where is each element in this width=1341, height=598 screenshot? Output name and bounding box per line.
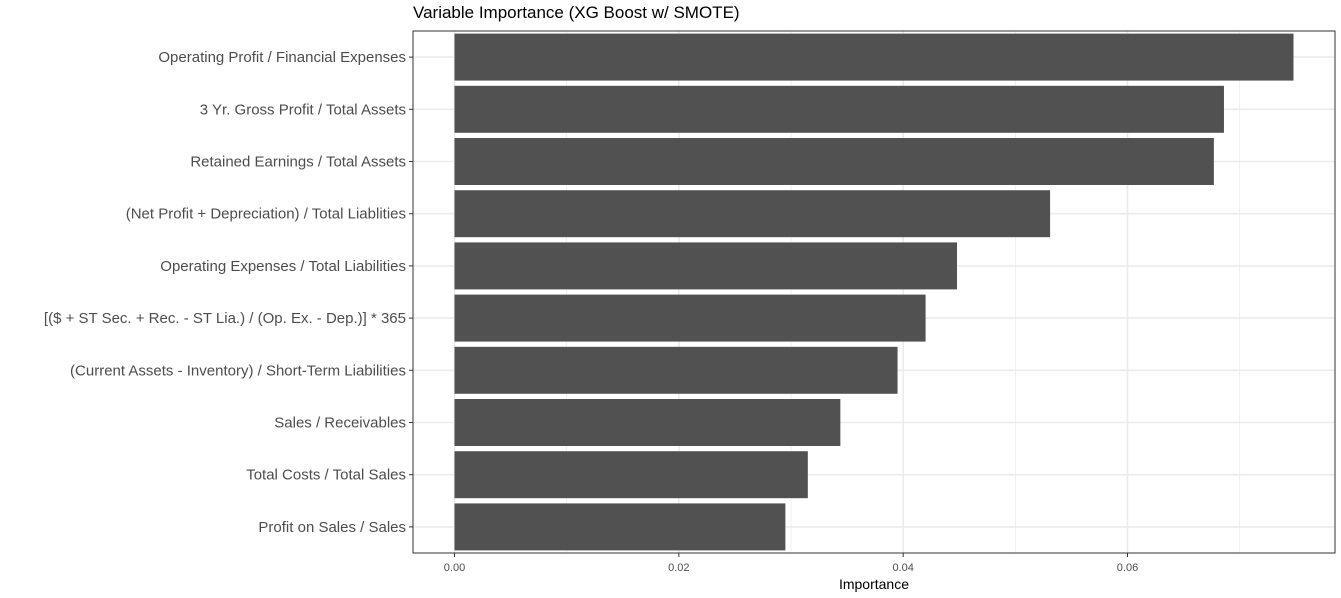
bar — [454, 85, 1224, 133]
bar — [454, 242, 958, 290]
x-tick-label: 0.00 — [444, 562, 465, 574]
y-tick-label: Operating Expenses / Total Liabilities — [160, 258, 406, 275]
y-tick-label: (Net Profit + Depreciation) / Total Liab… — [126, 206, 406, 223]
x-axis-title: Importance — [839, 576, 909, 592]
bar — [454, 138, 1214, 185]
y-tick-label: Profit on Sales / Sales — [258, 519, 406, 536]
x-tick-label: 0.02 — [668, 562, 689, 574]
x-tick-label: 0.04 — [892, 562, 913, 574]
bars — [454, 33, 1294, 551]
bar — [454, 451, 808, 499]
y-tick-label: Operating Profit / Financial Expenses — [158, 49, 406, 66]
x-tick-label: 0.06 — [1117, 562, 1138, 574]
y-tick-label: Total Costs / Total Sales — [246, 467, 406, 484]
panel-border — [412, 30, 1336, 554]
bar — [454, 399, 841, 446]
x-axis-ticks: 0.00 0.02 0.04 0.06 — [444, 553, 1138, 574]
chart-title: Variable Importance (XG Boost w/ SMOTE) — [413, 3, 740, 22]
y-tick-label: (Current Assets - Inventory) / Short-Ter… — [70, 362, 406, 379]
y-tick-label: 3 Yr. Gross Profit / Total Assets — [200, 101, 406, 118]
bar — [454, 503, 786, 551]
bar — [454, 190, 1051, 238]
y-tick-label: [($ + ST Sec. + Rec. - ST Lia.) / (Op. E… — [44, 310, 406, 327]
y-tick-label: Retained Earnings / Total Assets — [190, 154, 406, 171]
bar — [454, 294, 926, 342]
bar — [454, 346, 898, 394]
y-tick-label: Sales / Receivables — [274, 415, 406, 432]
bar — [454, 33, 1294, 81]
y-axis-labels: Operating Profit / Financial Expenses 3 Y… — [44, 49, 413, 536]
